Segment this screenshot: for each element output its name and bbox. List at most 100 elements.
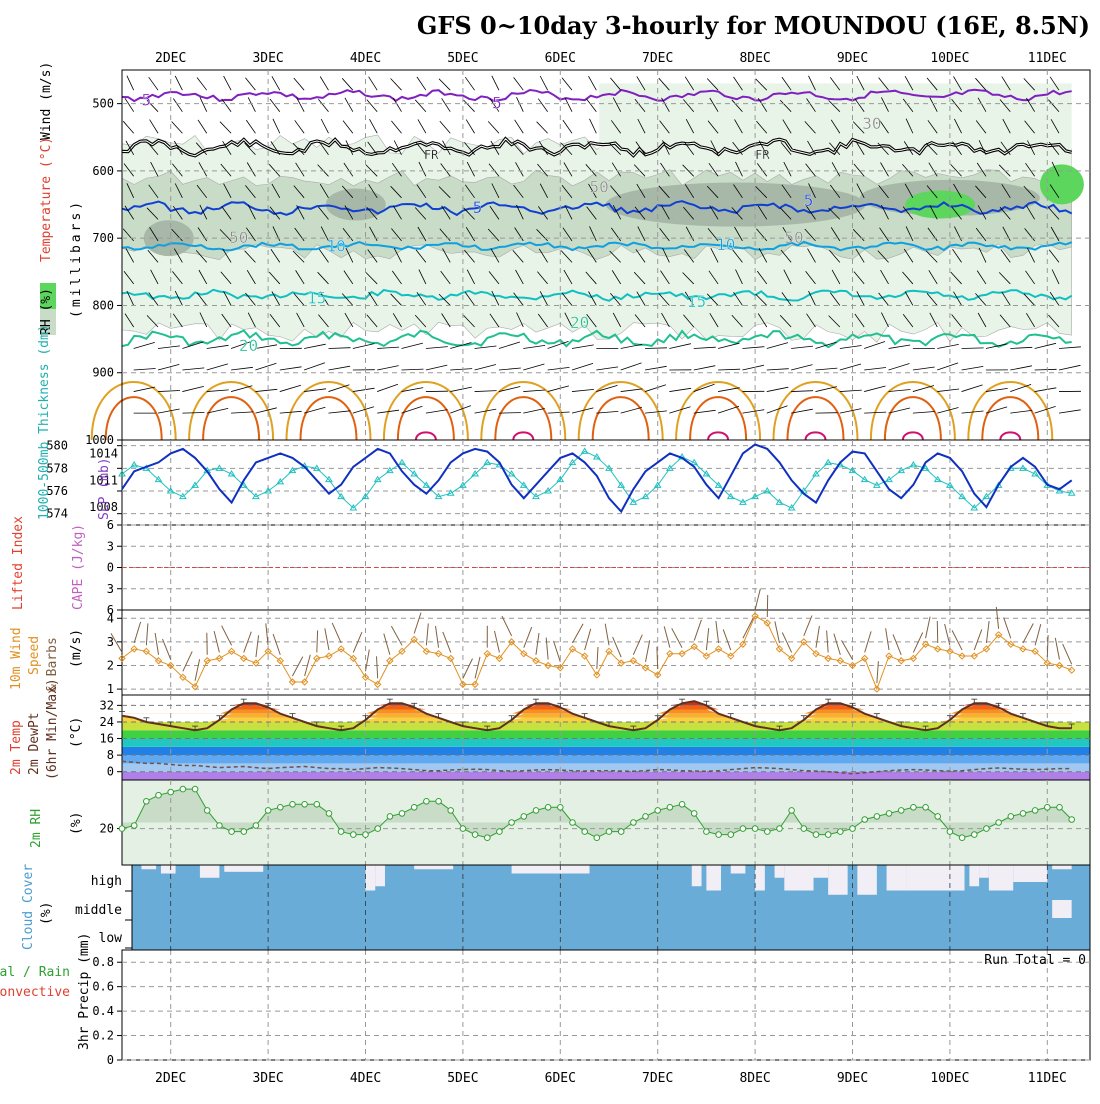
cape-li-label: Lifted Index <box>11 516 26 610</box>
cloud-level-label: middle <box>75 903 122 918</box>
top-day-label: 5DEC <box>447 51 478 66</box>
rh2m-point <box>765 829 771 835</box>
cloud-clear-gap <box>828 865 847 895</box>
rh2m-point <box>1032 808 1038 814</box>
rh2m-point <box>825 832 831 838</box>
wind-tick-label: 1 <box>107 682 114 696</box>
bottom-day-label: 4DEC <box>350 1071 381 1086</box>
rh-green-blob <box>1040 164 1084 204</box>
rh2m-point <box>180 786 186 792</box>
bottom-day-label: 2DEC <box>155 1071 186 1086</box>
rh2m-point <box>935 814 941 820</box>
rh2m-point <box>436 799 442 805</box>
rh2m-point <box>947 829 953 835</box>
cloud-clear-gap <box>224 865 263 872</box>
rh2m-point <box>485 835 491 841</box>
rh2m-point <box>399 811 405 817</box>
rh2m-point <box>996 820 1002 826</box>
top-day-label: 3DEC <box>252 51 283 66</box>
cloud-label: Cloud Cover <box>21 864 36 950</box>
cloud-clear-gap <box>366 865 376 891</box>
rh2m-point <box>144 799 150 805</box>
cloud-clear-gap <box>512 865 590 874</box>
cloud-clear-gap <box>1052 865 1071 869</box>
temp-band <box>122 755 1090 763</box>
rh2m-point <box>1020 811 1026 817</box>
rh2m-point <box>801 826 807 832</box>
contour-label: 50 <box>229 228 248 247</box>
rh2m-point <box>679 802 685 808</box>
precip-tick-label: 0.6 <box>92 980 114 994</box>
bottom-day-label: 5DEC <box>447 1071 478 1086</box>
rh2m-point <box>363 832 369 838</box>
cloud-clear-gap <box>692 865 702 886</box>
cloud-clear-gap <box>375 865 385 886</box>
rh2m-point <box>131 823 137 829</box>
rh2m-point <box>570 820 576 826</box>
rh2m-point <box>253 823 259 829</box>
cloud-clear-gap <box>141 865 156 869</box>
contour-label: 50 <box>784 228 803 247</box>
rh2m-point <box>862 817 868 823</box>
wind-tick-label: 2 <box>107 658 114 672</box>
rh2m-point <box>728 832 734 838</box>
rh2m-point <box>521 814 527 820</box>
top-day-label: 8DEC <box>739 51 770 66</box>
contour-label: 20 <box>570 313 589 332</box>
rh2m-point <box>972 832 978 838</box>
rh2m-point <box>838 829 844 835</box>
temp-tick-label: 32 <box>100 698 114 712</box>
rh2m-point <box>558 805 564 811</box>
wind10m-label-1: 10m Wind <box>9 627 24 690</box>
rh2m-point <box>278 805 284 811</box>
cloud-clear-gap <box>1052 900 1071 918</box>
contour-label: 5 <box>804 191 814 210</box>
contour-label: 15 <box>687 292 706 311</box>
temp-band <box>122 739 1090 747</box>
chart-title: GFS 0~10day 3-hourly for MOUNDOU (16E, 8… <box>417 11 1090 40</box>
temp2m-unit: (°C) <box>69 717 84 748</box>
cloud-clear-gap <box>979 865 989 878</box>
rh2m-point <box>472 832 478 838</box>
rh2m-point <box>911 805 917 811</box>
contour-label: 5 <box>473 198 483 217</box>
rh2m-point <box>1045 805 1051 811</box>
cloud-clear-gap <box>989 865 1013 891</box>
cloud-clear-gap <box>414 865 453 869</box>
cape-tick-label: 3 <box>107 539 114 553</box>
rh2m-point <box>497 829 503 835</box>
temp-band <box>122 747 1090 755</box>
rh2m-panel: 20 <box>100 780 1090 865</box>
contour-label: 5 <box>492 94 502 113</box>
top-day-label: 9DEC <box>837 51 868 66</box>
cloud-clear-gap <box>755 865 765 891</box>
upper-temp-label: Temperature (°C) <box>39 137 54 262</box>
rh2m-point <box>691 811 697 817</box>
rh2m-point <box>704 829 710 835</box>
top-day-label: 10DEC <box>930 51 969 66</box>
cloud-clear-gap <box>887 865 906 891</box>
rh-blob <box>326 189 386 221</box>
temp-tick-label: 16 <box>100 732 114 746</box>
rh2m-point <box>594 835 600 841</box>
temp-tick-label: 8 <box>107 748 114 762</box>
rh2m-unit: (%) <box>69 812 84 835</box>
bottom-day-label: 11DEC <box>1028 1071 1067 1086</box>
thickness-left-label: 1000-500mb Thickness (dm) <box>37 324 52 520</box>
wind-tick-label: 4 <box>107 611 114 625</box>
precip-tick-label: 0 <box>107 1053 114 1067</box>
rh2m-point <box>655 808 661 814</box>
precip-label-2: Convective <box>0 985 70 1000</box>
top-day-label: 2DEC <box>155 51 186 66</box>
rh2m-point <box>424 799 430 805</box>
rh2m-point <box>156 792 162 798</box>
cloud-clear-gap <box>906 865 964 891</box>
rh2m-point <box>265 808 271 814</box>
rh2m-point <box>923 805 929 811</box>
cape-tick-label: 0 <box>107 561 114 575</box>
rh2m-point <box>740 826 746 832</box>
contour-label: 50 <box>590 178 609 197</box>
rh2m-point <box>351 832 357 838</box>
